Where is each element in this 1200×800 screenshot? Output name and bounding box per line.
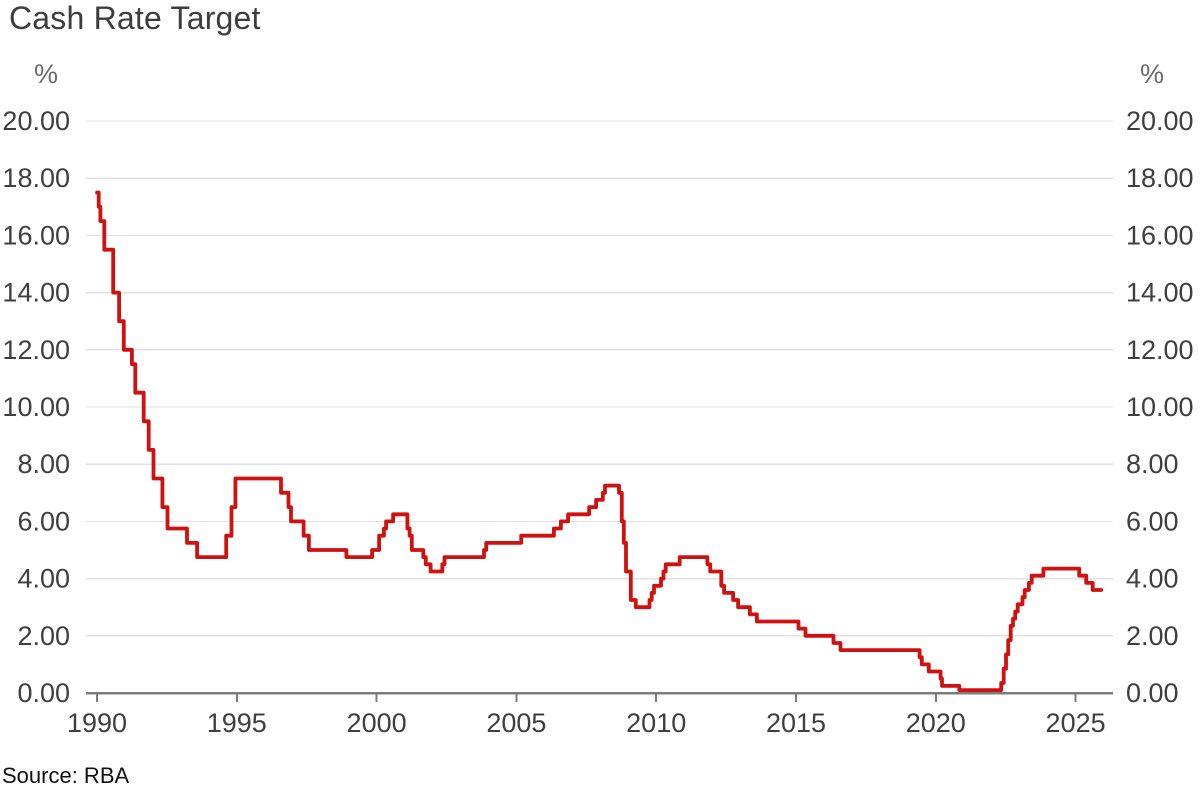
y-axis-label-left: 16.00 xyxy=(2,220,70,250)
y-axis-label-left: 14.00 xyxy=(2,278,70,308)
y-axis-label-left: 2.00 xyxy=(17,621,70,651)
x-axis-label: 2015 xyxy=(766,708,826,738)
cash-rate-line xyxy=(95,190,1104,692)
x-axis-label: 2025 xyxy=(1046,708,1106,738)
x-axis-label: 2020 xyxy=(906,708,966,738)
source-note: Source: RBA xyxy=(2,763,130,788)
y-axis-label-right: 2.00 xyxy=(1126,621,1179,651)
y-axis-label-right: 8.00 xyxy=(1126,449,1179,479)
y-axis-label-left: 0.00 xyxy=(17,678,70,708)
chart-title: Cash Rate Target xyxy=(9,0,261,36)
y-axis-label-left: 18.00 xyxy=(2,163,70,193)
y-axis-label-right: 20.00 xyxy=(1126,106,1194,136)
y-axis-label-left: 6.00 xyxy=(17,506,70,536)
x-axis-label: 2010 xyxy=(626,708,686,738)
x-axis-label: 2005 xyxy=(486,708,546,738)
y-axis-label-right: 0.00 xyxy=(1126,678,1179,708)
y-axis-label-right: 16.00 xyxy=(1126,220,1194,250)
y-axis-label-right: 4.00 xyxy=(1126,564,1179,594)
y-axis-label-right: 18.00 xyxy=(1126,163,1194,193)
y-axis-label-right: 12.00 xyxy=(1126,335,1194,365)
y-axis-label-right: 10.00 xyxy=(1126,392,1194,422)
y-axis-label-left: 20.00 xyxy=(2,106,70,136)
y-axis-label-left: 8.00 xyxy=(17,449,70,479)
y-axis-labels-left: 0.00 2.00 4.00 6.00 8.00 10.00 12.00 14.00 16.00… xyxy=(2,106,70,708)
y-axis-unit-left: % xyxy=(34,59,58,89)
gridlines xyxy=(86,120,1113,637)
y-axis-unit-right: % xyxy=(1140,59,1164,89)
y-axis-label-left: 10.00 xyxy=(2,392,70,422)
y-axis-label-left: 4.00 xyxy=(17,564,70,594)
y-axis-label-right: 14.00 xyxy=(1126,278,1194,308)
x-axis-label: 1995 xyxy=(207,708,267,738)
y-axis-labels-right: 0.00 2.00 4.00 6.00 8.00 10.00 12.00 14.00 16.00… xyxy=(1126,106,1194,708)
x-axis-label: 2000 xyxy=(347,708,407,738)
x-axis xyxy=(86,691,1113,702)
x-axis-label: 1990 xyxy=(67,708,127,738)
y-axis-label-right: 6.00 xyxy=(1126,506,1179,536)
y-axis-label-left: 12.00 xyxy=(2,335,70,365)
x-axis-labels: 1990 1995 2000 2005 2010 2015 2020 2025 xyxy=(67,708,1106,738)
